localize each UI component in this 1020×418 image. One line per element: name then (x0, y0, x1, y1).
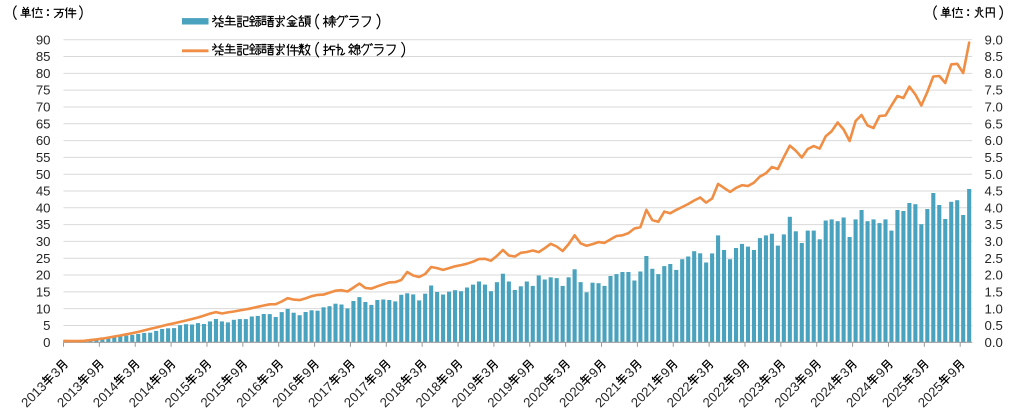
svg-text:65: 65 (36, 116, 51, 131)
svg-text:8.5: 8.5 (985, 49, 1003, 64)
svg-text:0.0: 0.0 (985, 335, 1003, 350)
svg-text:80: 80 (36, 66, 51, 81)
svg-text:75: 75 (36, 83, 51, 98)
svg-text:60: 60 (36, 133, 51, 148)
svg-text:8.0: 8.0 (985, 66, 1003, 81)
svg-text:0: 0 (43, 335, 50, 350)
svg-text:45: 45 (36, 184, 51, 199)
svg-text:55: 55 (36, 150, 51, 165)
svg-text:25: 25 (36, 251, 51, 266)
svg-text:5.0: 5.0 (985, 167, 1003, 182)
svg-text:10: 10 (36, 301, 51, 316)
svg-text:50: 50 (36, 167, 51, 182)
svg-text:3.5: 3.5 (985, 217, 1003, 232)
svg-text:2.5: 2.5 (985, 251, 1003, 266)
svg-text:1.0: 1.0 (985, 301, 1003, 316)
svg-text:9.0: 9.0 (985, 32, 1003, 47)
svg-text:7.5: 7.5 (985, 83, 1003, 98)
svg-text:5: 5 (43, 318, 50, 333)
svg-text:4.5: 4.5 (985, 184, 1003, 199)
svg-text:0.5: 0.5 (985, 318, 1003, 333)
svg-text:2.0: 2.0 (985, 268, 1003, 283)
svg-text:4.0: 4.0 (985, 200, 1003, 215)
svg-text:15: 15 (36, 284, 51, 299)
svg-text:5.5: 5.5 (985, 150, 1003, 165)
svg-text:35: 35 (36, 217, 51, 232)
svg-text:20: 20 (36, 268, 51, 283)
svg-text:3.0: 3.0 (985, 234, 1003, 249)
svg-text:1.5: 1.5 (985, 284, 1003, 299)
svg-text:85: 85 (36, 49, 51, 64)
svg-text:7.0: 7.0 (985, 100, 1003, 115)
svg-text:6.0: 6.0 (985, 133, 1003, 148)
svg-text:70: 70 (36, 100, 51, 115)
svg-text:90: 90 (36, 32, 51, 47)
svg-text:40: 40 (36, 200, 51, 215)
svg-text:30: 30 (36, 234, 51, 249)
svg-text:6.5: 6.5 (985, 116, 1003, 131)
